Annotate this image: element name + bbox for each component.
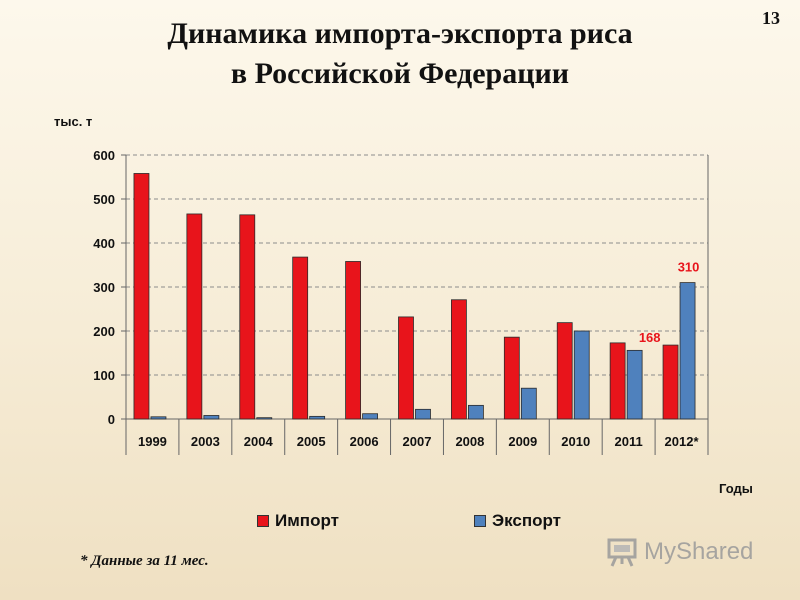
legend-label-export: Экспорт [492,511,561,530]
export-bar [362,413,378,420]
import-bar [239,214,256,420]
export-bar [309,415,326,420]
legend-swatch-export [474,515,486,527]
y-tick-label: 400 [93,236,115,251]
y-tick-label: 0 [108,412,115,427]
presentation-board-icon [606,536,638,568]
title-line-1: Динамика импорта-экспорта риса [167,17,633,50]
y-tick-label: 200 [93,324,115,339]
export-bar [468,404,484,420]
import-bar [503,336,520,420]
y-tick-label: 100 [93,368,115,383]
legend-item-import: Импорт [257,511,339,531]
legend-swatch-import [257,515,269,527]
x-tick-label: 2006 [350,434,379,449]
x-tick-label: 2004 [244,434,274,449]
import-bar [133,173,150,420]
export-bar [520,387,537,420]
import-bar [556,322,573,420]
x-tick-label: 2008 [455,434,484,449]
x-tick-label: 2005 [297,434,326,449]
y-tick-label: 500 [93,192,115,207]
x-tick-label: 2009 [508,434,537,449]
import-bar [451,299,467,420]
import-bar [292,256,309,420]
export-bar [256,417,273,420]
import-bar [609,342,626,420]
y-tick-label: 600 [93,148,115,163]
watermark-text: MyShared [644,538,754,565]
legend-item-export: Экспорт [474,511,561,531]
export-bar [415,408,431,420]
import-bar [345,261,361,420]
x-tick-label: 2003 [191,434,220,449]
page-number: 13 [762,8,780,28]
export-bar [203,415,220,420]
data-label: 310 [678,260,700,275]
import-bar [398,316,414,420]
export-bar [626,349,643,420]
title-line-2: в Российской Федерации [230,57,570,90]
import-bar [186,213,203,420]
x-axis-title: Годы [719,481,753,496]
x-tick-label: 2012* [665,434,700,449]
x-tick-label: 2010 [561,434,590,449]
watermark: MyShared [606,536,753,568]
slide-title: Динамика импорта-экспорта риса в Российс… [0,14,800,94]
export-bar [573,330,590,420]
footnote: * Данные за 11 мес. [80,553,209,569]
legend-label-import: Импорт [275,511,339,530]
x-tick-label: 1999 [138,434,167,449]
y-tick-label: 300 [93,280,115,295]
export-bar [679,282,696,420]
export-bar [150,416,167,420]
x-tick-label: 2011 [615,434,643,449]
data-label: 168 [639,330,661,345]
x-tick-label: 2007 [403,434,432,449]
import-bar [662,344,679,420]
y-axis-unit-label: тыс. т [54,114,93,129]
